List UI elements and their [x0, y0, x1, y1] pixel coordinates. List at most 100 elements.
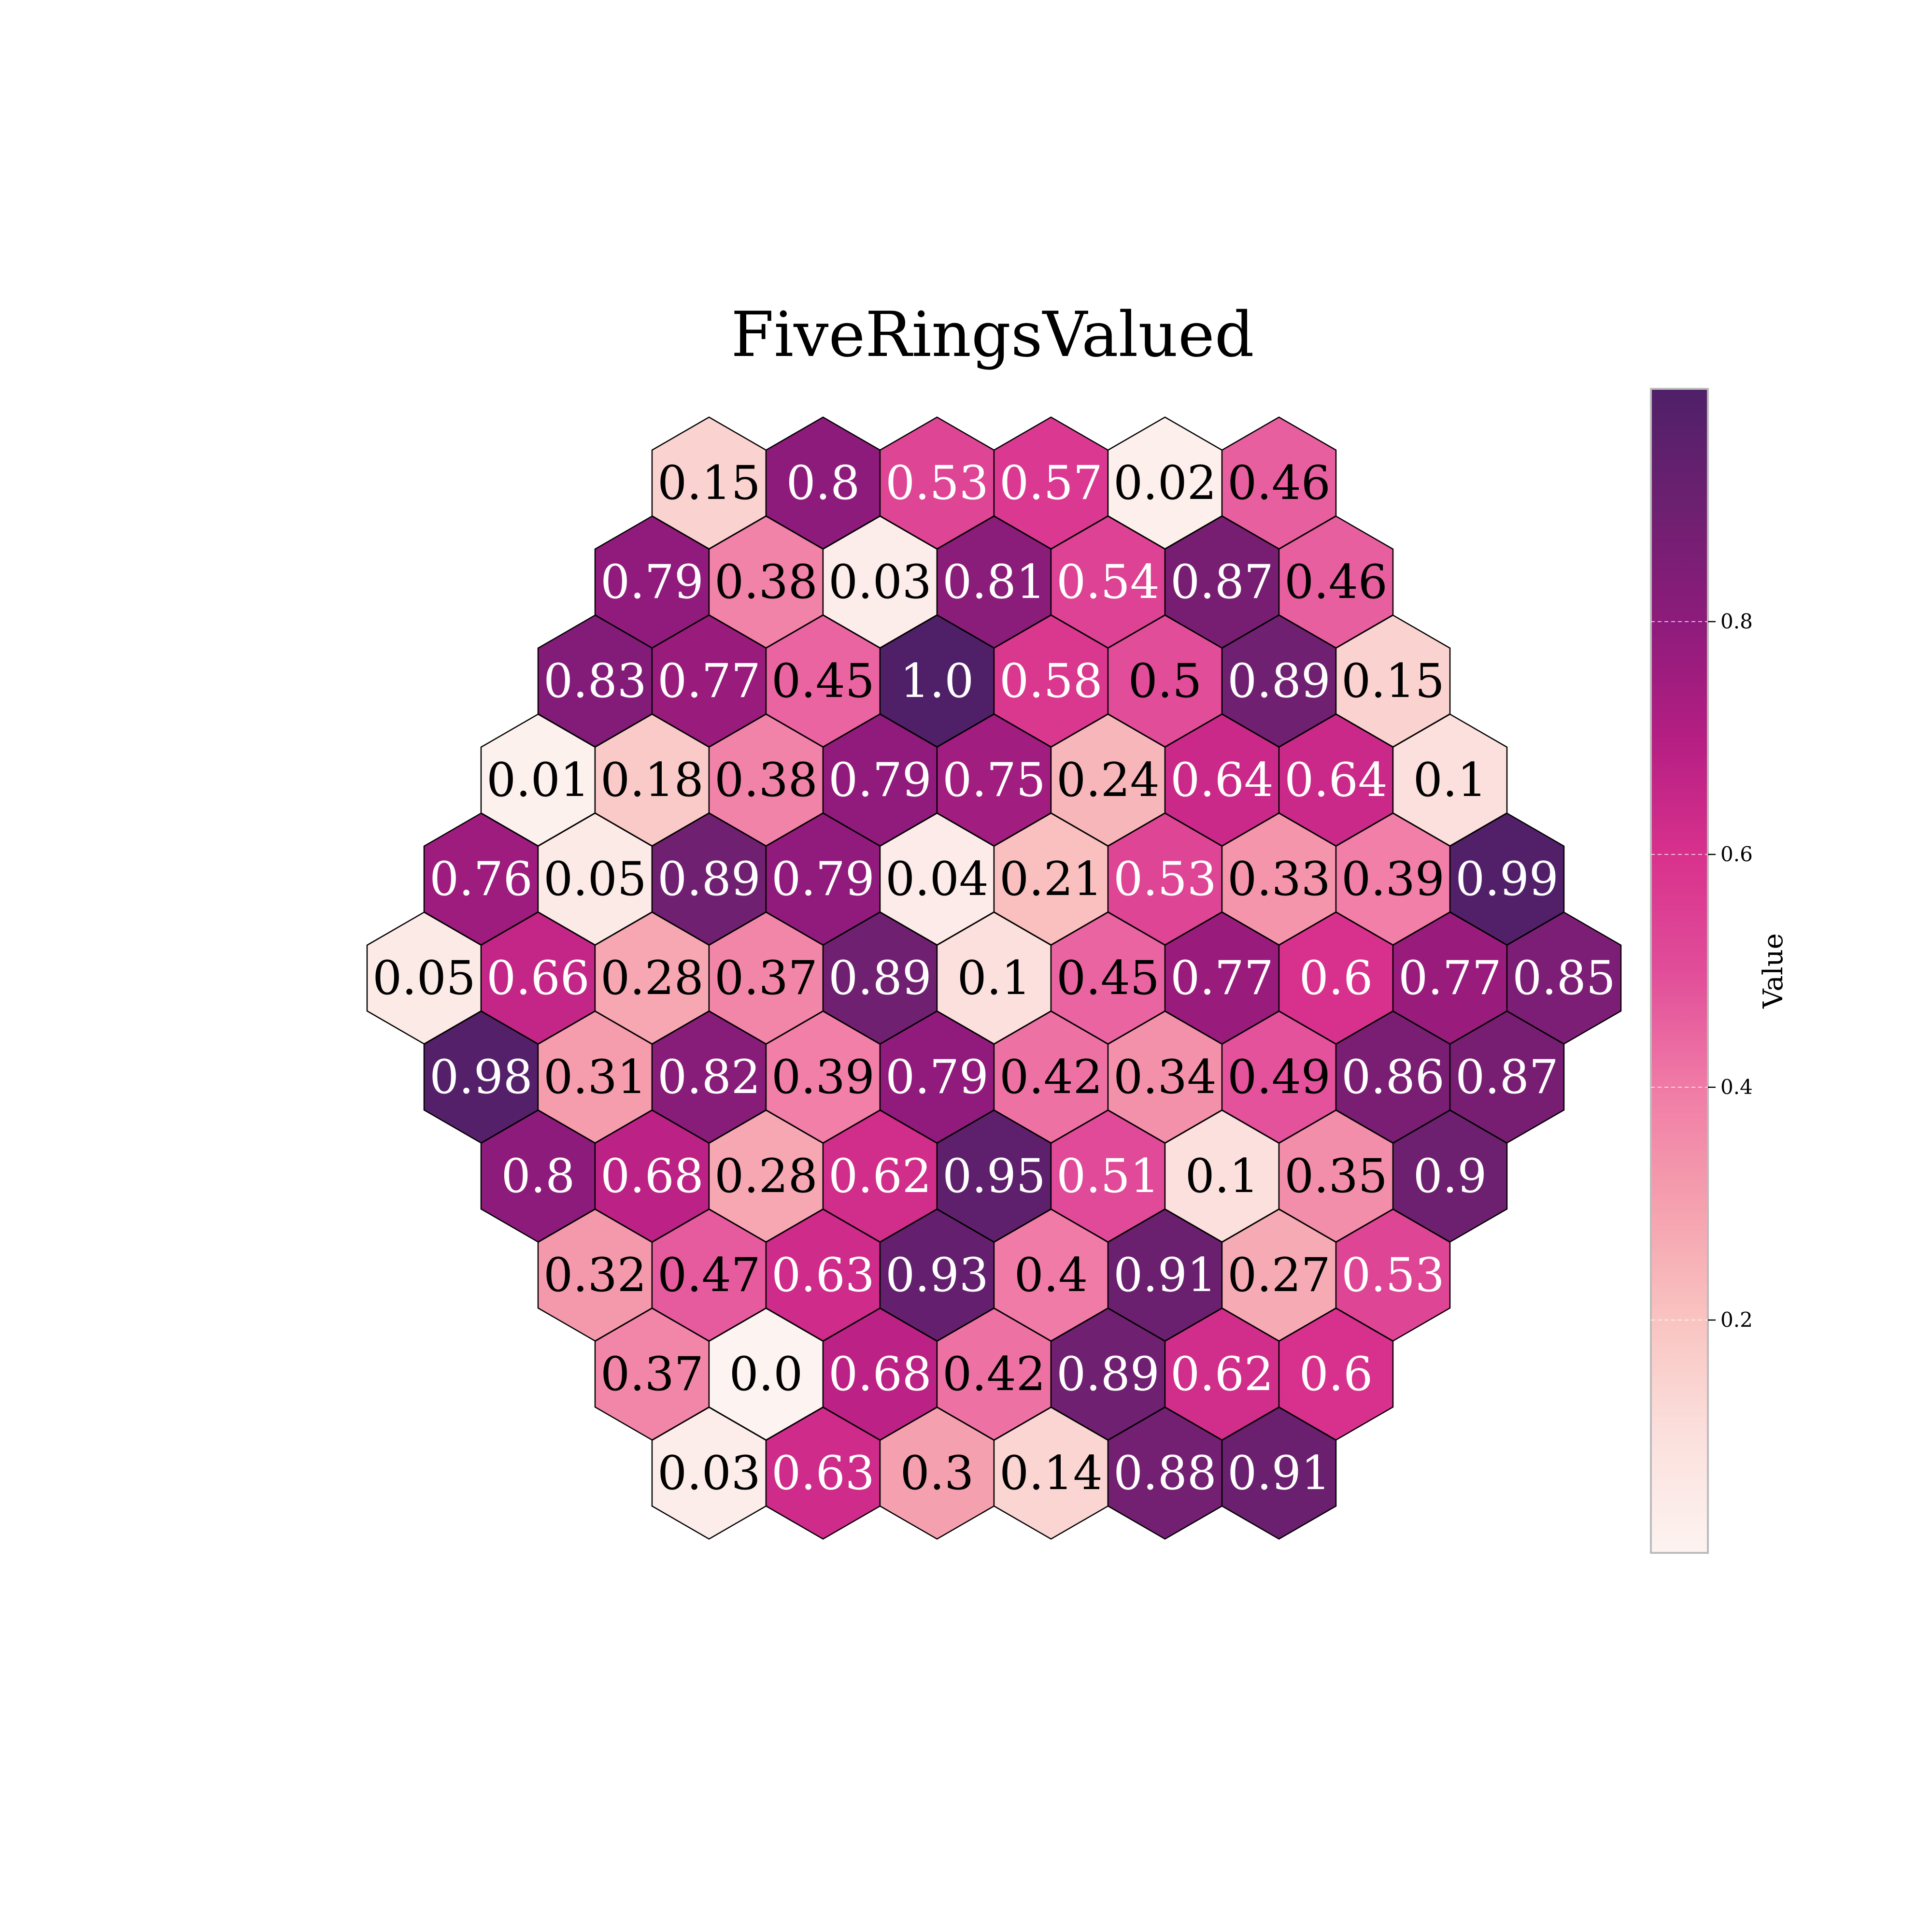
hex-cell: 0.3	[879, 1406, 995, 1540]
hex-value-label: 0.77	[1170, 951, 1274, 1005]
hex-value-label: 0.15	[1341, 654, 1445, 708]
hex-value-label: 0.03	[828, 555, 932, 609]
hex-value-label: 0.42	[942, 1347, 1046, 1401]
hex-cell: 0.18	[594, 713, 710, 847]
hex-cell: 0.54	[1050, 515, 1166, 649]
hex-cell: 0.28	[594, 911, 710, 1045]
hex-cell: 0.79	[765, 812, 881, 946]
hex-cell: 0.8	[765, 416, 881, 550]
hex-cell: 0.6	[1278, 911, 1394, 1045]
hex-cell: 0.33	[1221, 812, 1337, 946]
hex-value-label: 0.79	[885, 1050, 989, 1104]
hex-value-label: 0.91	[1227, 1446, 1331, 1500]
hex-cell: 0.85	[1506, 911, 1622, 1045]
hex-cell: 0.05	[366, 911, 482, 1045]
hex-cell: 0.57	[993, 416, 1109, 550]
hex-value-label: 0.79	[600, 555, 704, 609]
hex-value-label: 0.89	[1227, 654, 1331, 708]
hex-value-label: 0.37	[600, 1347, 704, 1401]
hex-value-label: 0.8	[786, 456, 860, 510]
hex-cell: 0.14	[993, 1406, 1109, 1540]
hex-cell: 0.15	[1335, 614, 1451, 748]
hex-value-label: 0.28	[714, 1149, 818, 1203]
hex-cell: 0.79	[879, 1010, 995, 1144]
hex-value-label: 0.77	[1398, 951, 1502, 1005]
hex-value-label: 0.51	[1056, 1149, 1160, 1203]
hex-cell: 0.51	[1050, 1109, 1166, 1243]
hex-value-label: 0.82	[657, 1050, 761, 1104]
hex-cell: 0.62	[822, 1109, 938, 1243]
hex-value-label: 0.38	[714, 753, 818, 807]
hex-value-label: 0.54	[1056, 555, 1160, 609]
hex-value-label: 0.47	[657, 1248, 761, 1302]
hex-value-label: 0.9	[1413, 1149, 1487, 1203]
hex-cell: 0.87	[1449, 1010, 1565, 1144]
hex-value-label: 0.6	[1299, 1347, 1373, 1401]
hex-value-label: 0.32	[543, 1248, 647, 1302]
hex-value-label: 0.77	[657, 654, 761, 708]
hex-cell: 0.45	[1050, 911, 1166, 1045]
hex-value-label: 0.49	[1227, 1050, 1331, 1104]
hex-cell: 0.68	[594, 1109, 710, 1243]
hex-cell: 0.1	[936, 911, 1052, 1045]
hex-cell: 0.5	[1107, 614, 1223, 748]
hex-value-label: 0.1	[1413, 753, 1487, 807]
hex-value-label: 0.02	[1113, 456, 1217, 510]
hex-value-label: 0.46	[1284, 555, 1388, 609]
hex-cell: 0.68	[822, 1307, 938, 1441]
hex-cell: 0.53	[1335, 1208, 1451, 1342]
hex-value-label: 0.1	[957, 951, 1031, 1005]
hex-cell: 0.79	[594, 515, 710, 649]
colorbar-tick-label: 0.2	[1720, 1308, 1753, 1332]
hex-value-label: 0.24	[1056, 753, 1160, 807]
hex-value-label: 0.39	[1341, 852, 1445, 906]
hex-value-label: 0.57	[999, 456, 1103, 510]
hex-value-label: 0.86	[1341, 1050, 1445, 1104]
hex-cell: 0.89	[1050, 1307, 1166, 1441]
colorbar-tick-label: 0.6	[1720, 842, 1753, 866]
hex-cell: 0.86	[1335, 1010, 1451, 1144]
colorbar-tick-label: 0.8	[1720, 610, 1753, 633]
hex-value-label: 0.14	[999, 1446, 1103, 1500]
hex-value-label: 0.15	[657, 456, 761, 510]
hex-cell: 0.6	[1278, 1307, 1394, 1441]
hex-value-label: 0.53	[885, 456, 989, 510]
hex-value-label: 0.37	[714, 951, 818, 1005]
hex-value-label: 0.45	[771, 654, 875, 708]
hex-value-label: 0.39	[771, 1050, 875, 1104]
hex-cell: 0.4	[993, 1208, 1109, 1342]
hex-cell: 0.04	[879, 812, 995, 946]
hex-value-label: 0.62	[1170, 1347, 1274, 1401]
hex-cell: 0.87	[1164, 515, 1280, 649]
hex-value-label: 0.64	[1284, 753, 1388, 807]
hex-cell: 0.28	[708, 1109, 824, 1243]
colorbar-tick-label: 0.4	[1720, 1075, 1753, 1099]
hex-value-label: 0.05	[543, 852, 647, 906]
hex-value-label: 0.27	[1227, 1248, 1331, 1302]
hex-cell: 0.31	[537, 1010, 653, 1144]
hex-cell: 0.27	[1221, 1208, 1337, 1342]
hex-cell: 0.24	[1050, 713, 1166, 847]
hex-cell: 0.89	[651, 812, 767, 946]
hex-value-label: 0.33	[1227, 852, 1331, 906]
hex-value-label: 0.89	[828, 951, 932, 1005]
hex-value-label: 0.18	[600, 753, 704, 807]
hex-value-label: 0.63	[771, 1248, 875, 1302]
hex-cell: 0.38	[708, 515, 824, 649]
hex-cell: 0.83	[537, 614, 653, 748]
hex-cell: 0.42	[936, 1307, 1052, 1441]
hex-cell: 0.21	[993, 812, 1109, 946]
hex-value-label: 0.93	[885, 1248, 989, 1302]
hex-cell: 0.93	[879, 1208, 995, 1342]
hex-cell: 0.95	[936, 1109, 1052, 1243]
hex-value-label: 0.4	[1014, 1248, 1088, 1302]
hex-value-label: 0.6	[1299, 951, 1373, 1005]
hex-cell: 0.89	[1221, 614, 1337, 748]
hex-value-label: 0.21	[999, 852, 1103, 906]
hex-value-label: 0.66	[486, 951, 590, 1005]
hex-value-label: 0.81	[942, 555, 1046, 609]
colorbar-ticks: 0.2 0.4 0.6 0.8	[1651, 610, 1753, 1332]
hex-cell: 0.45	[765, 614, 881, 748]
hex-value-label: 0.62	[828, 1149, 932, 1203]
hex-value-label: 0.53	[1113, 852, 1217, 906]
